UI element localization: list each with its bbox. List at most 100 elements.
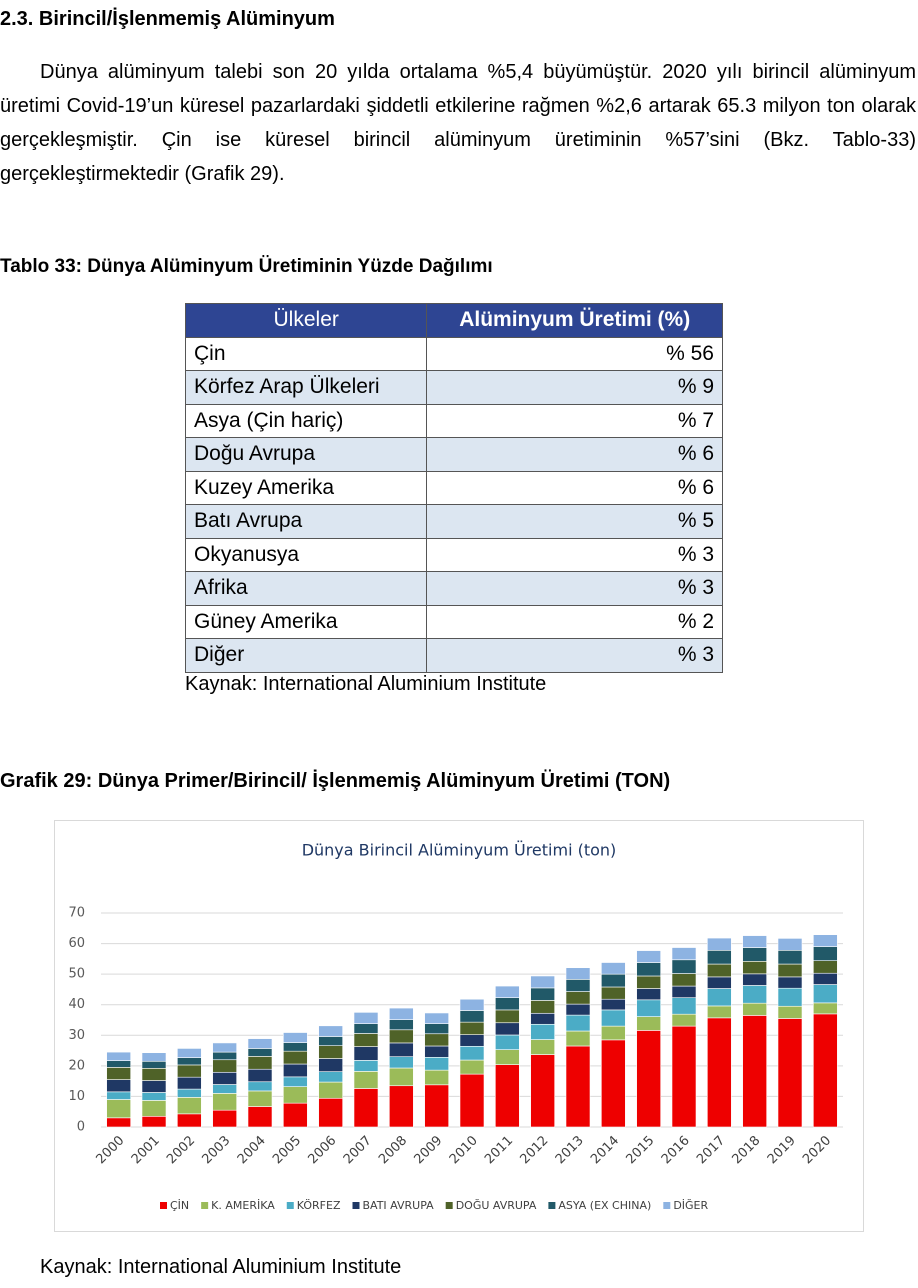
x-tick-label: 2015 bbox=[623, 1133, 657, 1167]
bar-segment bbox=[424, 1056, 449, 1071]
bar-segment bbox=[283, 1076, 308, 1087]
bar-segment bbox=[106, 1091, 131, 1100]
bar-segment bbox=[813, 946, 838, 961]
bar-segment bbox=[283, 1063, 308, 1078]
bar-segment bbox=[212, 1059, 237, 1073]
bar-segment bbox=[742, 1002, 767, 1016]
bar-segment bbox=[565, 979, 591, 992]
bar-segment bbox=[601, 973, 626, 988]
bar-segment bbox=[813, 984, 838, 1004]
bar-segment bbox=[601, 1009, 626, 1027]
bar-segment bbox=[636, 1030, 661, 1128]
table-cell: Güney Amerika bbox=[184, 604, 428, 639]
legend-swatch bbox=[201, 1202, 209, 1209]
table-cell: Afrika bbox=[184, 571, 428, 606]
bar-segment bbox=[495, 1049, 520, 1065]
bar-segment bbox=[283, 1086, 308, 1104]
bar-segment bbox=[247, 1106, 273, 1128]
bar-segment bbox=[813, 934, 838, 947]
bar-segment bbox=[813, 972, 838, 985]
x-tick-label: 2016 bbox=[659, 1133, 693, 1167]
table-cell: % 3 bbox=[426, 571, 723, 606]
bar-segment bbox=[318, 1071, 343, 1083]
table-cell: Diğer bbox=[184, 638, 428, 673]
y-tick-label: 40 bbox=[68, 997, 85, 1012]
y-tick-label: 50 bbox=[68, 967, 85, 982]
table-cell: % 5 bbox=[426, 504, 723, 539]
x-tick-label: 2002 bbox=[164, 1133, 198, 1167]
bar-segment bbox=[389, 1085, 414, 1128]
header-cell: Alüminyum Üretimi (%) bbox=[426, 303, 723, 338]
x-tick-label: 2004 bbox=[235, 1133, 269, 1167]
bar-segment bbox=[601, 962, 626, 975]
table-cell: Doğu Avrupa bbox=[184, 437, 428, 472]
bar-segment bbox=[212, 1093, 237, 1111]
bar-segment bbox=[671, 1025, 697, 1128]
bar-segment bbox=[495, 997, 520, 1011]
bar-segment bbox=[530, 987, 555, 1001]
table-row: Doğu Avrupa% 6 bbox=[184, 437, 723, 472]
bar-segment bbox=[177, 1048, 202, 1058]
legend-swatch bbox=[352, 1202, 360, 1209]
bar-segment bbox=[707, 949, 732, 965]
x-tick-label: 2018 bbox=[729, 1133, 763, 1167]
bar-segment bbox=[212, 1042, 237, 1053]
y-tick-label: 20 bbox=[68, 1058, 85, 1073]
bar-segment bbox=[424, 1012, 449, 1024]
bar-segment bbox=[247, 1048, 273, 1057]
bar-segment bbox=[283, 1050, 308, 1065]
x-tick-label: 2003 bbox=[199, 1133, 233, 1167]
bar-segment bbox=[495, 1009, 520, 1024]
bar-segment bbox=[459, 1073, 485, 1128]
bar-segment bbox=[318, 1081, 343, 1099]
bar-segment bbox=[141, 1080, 167, 1093]
bar-segment bbox=[389, 1067, 414, 1087]
bar-segment bbox=[177, 1113, 202, 1128]
chart: Dünya Birincil Alüminyum Üretimi (ton) 0… bbox=[68, 841, 843, 1212]
table: Ülkeler Alüminyum Üretimi (%) Çin% 56 Körfe… bbox=[184, 303, 723, 673]
bar-segment bbox=[671, 985, 697, 998]
legend-swatch bbox=[286, 1202, 294, 1209]
bar-segment bbox=[318, 1097, 343, 1128]
bar-segment bbox=[636, 999, 661, 1017]
legend-label: DİĞER bbox=[673, 1199, 708, 1212]
bar-segment bbox=[565, 1003, 591, 1016]
x-tick-label: 2012 bbox=[517, 1133, 551, 1167]
bar-segment bbox=[495, 1034, 520, 1050]
bar-segment bbox=[459, 1021, 485, 1035]
table-cell: % 2 bbox=[426, 604, 723, 639]
bar-segment bbox=[671, 1013, 697, 1027]
bar-segment bbox=[247, 1068, 273, 1083]
bar-segment bbox=[777, 1005, 803, 1019]
bar-segment bbox=[141, 1068, 167, 1081]
bar-segment bbox=[601, 1039, 626, 1128]
bar-segment bbox=[353, 1060, 379, 1072]
bar-segment bbox=[530, 1023, 555, 1040]
header-row: Ülkeler Alüminyum Üretimi (%) bbox=[184, 303, 723, 338]
bar-segment bbox=[459, 1034, 485, 1047]
table-cell: Kuzey Amerika bbox=[184, 470, 428, 505]
bar-segment bbox=[353, 1012, 379, 1024]
bar-segment bbox=[283, 1032, 308, 1043]
table-cell: % 56 bbox=[426, 336, 723, 371]
x-tick-label: 2010 bbox=[447, 1133, 481, 1167]
table-cell: Körfez Arap Ülkeleri bbox=[184, 370, 428, 405]
bar-segment bbox=[671, 959, 697, 974]
table-cell: % 3 bbox=[426, 638, 723, 673]
bar-segment bbox=[106, 1099, 131, 1119]
table-cell: Çin bbox=[184, 336, 428, 371]
x-tick-label: 2006 bbox=[305, 1133, 339, 1167]
table-row: Körfez Arap Ülkeleri% 9 bbox=[184, 370, 723, 405]
bar-segment bbox=[141, 1052, 167, 1062]
bar-segment bbox=[707, 1017, 732, 1128]
bar-segment bbox=[459, 1010, 485, 1023]
bar-segment bbox=[424, 1084, 449, 1128]
table-row: Diğer% 3 bbox=[184, 638, 723, 673]
table-cell: % 6 bbox=[426, 437, 723, 472]
chart-frame: Dünya Birincil Alüminyum Üretimi (ton) 0… bbox=[54, 820, 864, 1232]
bar-segment bbox=[813, 1002, 838, 1015]
bar-segment bbox=[212, 1051, 237, 1061]
bar-segment bbox=[813, 1013, 838, 1128]
bar-segment bbox=[530, 975, 555, 989]
